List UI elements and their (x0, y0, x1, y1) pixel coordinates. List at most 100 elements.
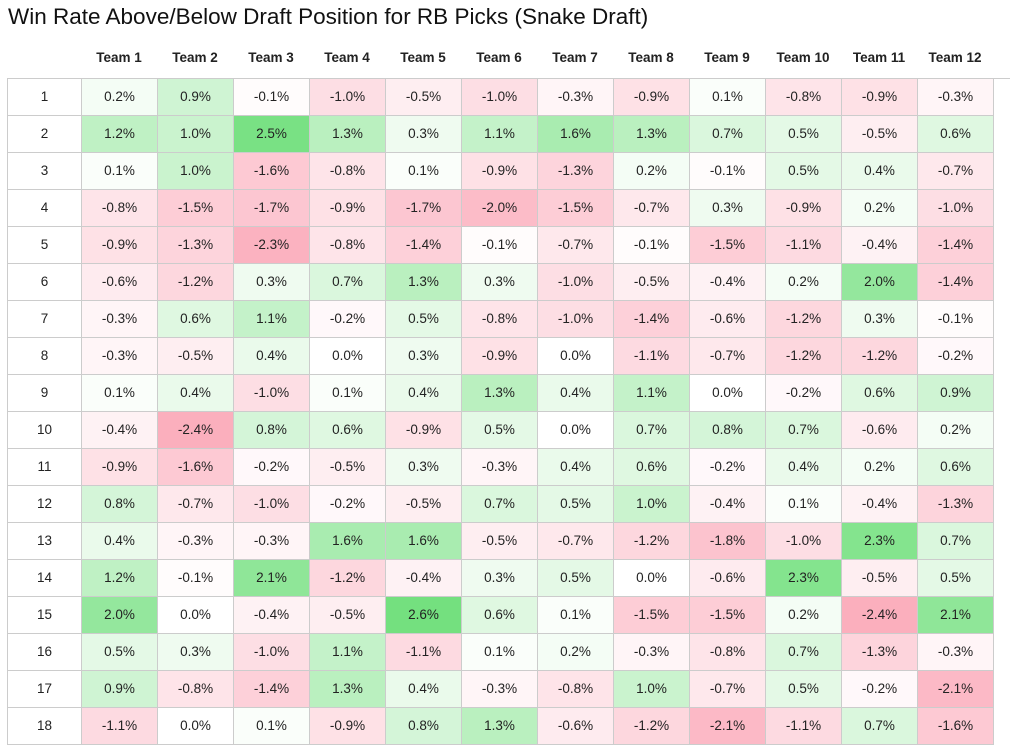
row-label: 3 (8, 153, 82, 190)
heatmap-cell: -0.9% (842, 79, 918, 116)
heatmap-cell: -0.8% (462, 301, 538, 338)
heatmap-cell: 0.7% (614, 412, 690, 449)
row-label: 6 (8, 264, 82, 301)
heatmap-cell: 0.9% (158, 79, 234, 116)
table-row: 6 -0.6% -1.2% 0.3% 0.7% 1.3% 0.3% -1.0% -0.5% -0.… (8, 264, 1010, 301)
heatmap-cell: -0.6% (82, 264, 158, 301)
heatmap-cell: 0.3% (386, 338, 462, 375)
heatmap-cell: 1.6% (386, 523, 462, 560)
row-label: 5 (8, 227, 82, 264)
heatmap-cell: -0.2% (310, 486, 386, 523)
heatmap-cell: 0.4% (538, 375, 614, 412)
heatmap-cell: -1.2% (842, 338, 918, 375)
heatmap-cell: 0.4% (386, 375, 462, 412)
heatmap-cell: -1.1% (82, 708, 158, 745)
heatmap-cell: 1.6% (538, 116, 614, 153)
heatmap-cell: -0.2% (310, 301, 386, 338)
heatmap-cell: 1.2% (82, 560, 158, 597)
heatmap-cell: -0.6% (538, 708, 614, 745)
heatmap-cell: 0.6% (918, 449, 994, 486)
table-row: 13 0.4% -0.3% -0.3% 1.6% 1.6% -0.5% -0.7% -1.2% -… (8, 523, 1010, 560)
row-label: 8 (8, 338, 82, 375)
heatmap-cell: -0.3% (918, 634, 994, 671)
heatmap-cell: -0.1% (690, 153, 766, 190)
heatmap-cell: 0.5% (766, 671, 842, 708)
heatmap-cell: 1.3% (310, 671, 386, 708)
heatmap-cell: 1.3% (386, 264, 462, 301)
heatmap-cell: -1.0% (234, 634, 310, 671)
heatmap-cell: -1.6% (158, 449, 234, 486)
heatmap-cell: 2.1% (234, 560, 310, 597)
heatmap-cell: 0.2% (766, 264, 842, 301)
heatmap-cell: -1.4% (234, 671, 310, 708)
heatmap-cell: -0.3% (234, 523, 310, 560)
heatmap-cell: -1.6% (918, 708, 994, 745)
heatmap-cell: 0.8% (234, 412, 310, 449)
heatmap-cell: 1.1% (462, 116, 538, 153)
column-header: Team 5 (400, 50, 446, 65)
heatmap-cell: 0.8% (386, 708, 462, 745)
table-row: 5 -0.9% -1.3% -2.3% -0.8% -1.4% -0.1% -0.7% -0.1… (8, 227, 1010, 264)
heatmap-cell: -0.4% (234, 597, 310, 634)
heatmap-cell: 0.5% (538, 486, 614, 523)
heatmap-cell: -1.4% (614, 301, 690, 338)
table-row: 14 1.2% -0.1% 2.1% -1.2% -0.4% 0.3% 0.5% 0.0% -0.… (8, 560, 1010, 597)
heatmap-cell: -0.9% (462, 338, 538, 375)
row-label: 11 (8, 449, 82, 486)
heatmap-cell: -1.0% (918, 190, 994, 227)
heatmap-cell: 1.2% (82, 116, 158, 153)
heatmap-cell: -0.4% (82, 412, 158, 449)
heatmap-cell: -0.7% (614, 190, 690, 227)
heatmap-cell: 0.1% (538, 597, 614, 634)
heatmap-cell: 0.5% (386, 301, 462, 338)
heatmap-cell: 0.0% (538, 338, 614, 375)
column-header: Team 1 (96, 50, 142, 65)
heatmap-cell: -0.9% (310, 190, 386, 227)
heatmap-cell: 2.1% (918, 597, 994, 634)
heatmap-cell: 0.8% (690, 412, 766, 449)
heatmap-cell: -0.3% (82, 301, 158, 338)
heatmap-cell: -1.1% (766, 708, 842, 745)
heatmap-cell: 0.2% (766, 597, 842, 634)
row-label: 16 (8, 634, 82, 671)
heatmap-cell: 1.3% (310, 116, 386, 153)
row-label: 1 (8, 79, 82, 116)
heatmap-cell: 1.1% (234, 301, 310, 338)
heatmap-cell: -0.3% (462, 449, 538, 486)
heatmap-cell: 1.1% (310, 634, 386, 671)
heatmap-cell: -1.1% (614, 338, 690, 375)
heatmap-cell: 2.6% (386, 597, 462, 634)
row-label: 7 (8, 301, 82, 338)
heatmap-cell: 0.5% (766, 153, 842, 190)
heatmap-cell: -1.2% (766, 301, 842, 338)
heatmap-cell: -1.2% (614, 523, 690, 560)
heatmap-cell: -0.2% (766, 375, 842, 412)
heatmap-cell: 0.5% (462, 412, 538, 449)
heatmap-cell: 0.2% (842, 190, 918, 227)
heatmap-cell: -0.5% (462, 523, 538, 560)
heatmap-cell: -0.3% (538, 79, 614, 116)
heatmap-cell: -0.1% (158, 560, 234, 597)
heatmap-cell: -1.6% (234, 153, 310, 190)
row-label: 13 (8, 523, 82, 560)
heatmap-cell: -0.7% (158, 486, 234, 523)
heatmap-cell: -1.5% (690, 227, 766, 264)
heatmap-cell: -0.7% (690, 671, 766, 708)
heatmap-cell: -0.4% (386, 560, 462, 597)
heatmap-cell: -0.4% (690, 264, 766, 301)
heatmap-cell: -1.5% (158, 190, 234, 227)
heatmap-cell: 0.7% (310, 264, 386, 301)
column-header: Team 8 (628, 50, 674, 65)
heatmap-cell: 1.0% (158, 153, 234, 190)
heatmap-cell: 0.0% (158, 708, 234, 745)
heatmap-body: 1 0.2% 0.9% -0.1% -1.0% -0.5% -1.0% -0.3% -0.9% 0… (7, 78, 1010, 745)
heatmap-cell: -0.4% (842, 486, 918, 523)
heatmap-cell: -1.0% (234, 486, 310, 523)
heatmap-cell: -0.5% (158, 338, 234, 375)
heatmap-table: Team 1 Team 2 Team 3 Team 4 Team 5 Team 6 Team… (7, 42, 1010, 745)
heatmap-cell: -1.2% (310, 560, 386, 597)
heatmap-cell: -2.4% (842, 597, 918, 634)
heatmap-cell: -2.1% (690, 708, 766, 745)
heatmap-cell: -0.2% (842, 671, 918, 708)
row-label: 10 (8, 412, 82, 449)
